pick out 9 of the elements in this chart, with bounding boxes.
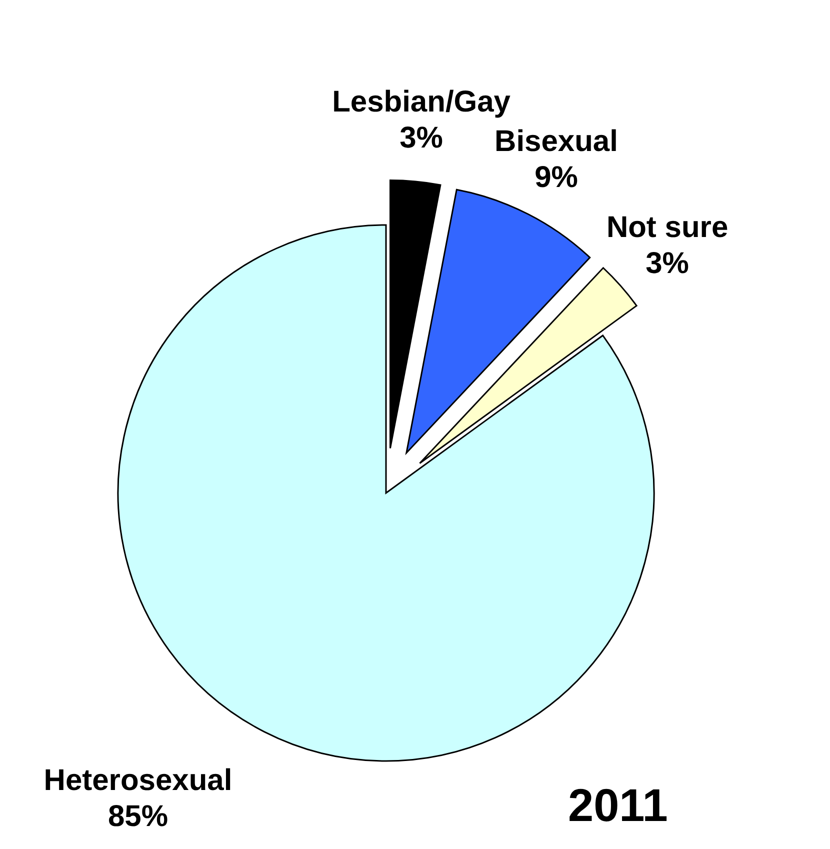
data-label: 85% <box>108 800 168 833</box>
slice-label: Heterosexual <box>44 764 232 797</box>
data-label: 3% <box>646 247 689 280</box>
slice-label: Bisexual <box>494 124 618 158</box>
data-label: 9% <box>534 160 578 194</box>
data-label: 3% <box>400 122 443 155</box>
text: 2011 <box>568 778 668 832</box>
slice-label: Lesbian/Gay <box>332 86 511 119</box>
slice-label: Not sure <box>606 211 728 244</box>
